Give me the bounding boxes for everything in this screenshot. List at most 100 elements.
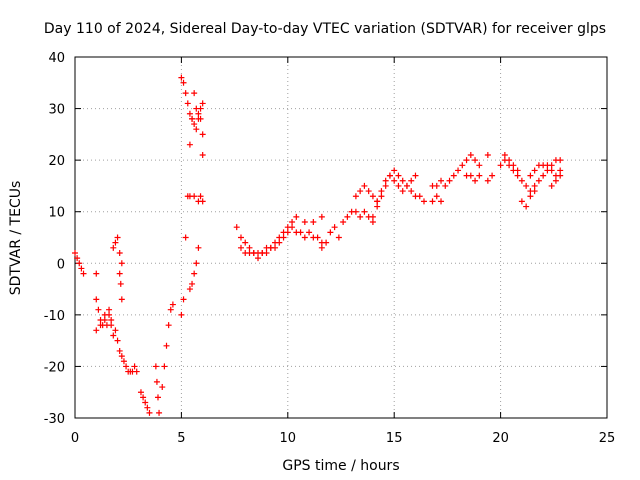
y-tick-label: 0 [57, 257, 65, 272]
data-point [352, 208, 359, 215]
data-point [259, 249, 266, 256]
data-point [369, 219, 376, 226]
data-point [74, 255, 81, 262]
data-point [199, 151, 206, 158]
data-point [535, 177, 542, 184]
data-point [297, 229, 304, 236]
data-point [352, 193, 359, 200]
data-point [514, 172, 521, 179]
data-point [510, 162, 517, 169]
data-series-segment [429, 193, 445, 205]
data-point [501, 151, 508, 158]
data-point [180, 296, 187, 303]
data-point [386, 172, 393, 179]
data-point [557, 172, 564, 179]
data-point [189, 280, 196, 287]
data-point [123, 363, 130, 370]
data-point [506, 157, 513, 164]
data-point [391, 177, 398, 184]
data-point [357, 213, 364, 220]
data-point [489, 172, 496, 179]
data-point [472, 177, 479, 184]
data-point [267, 244, 274, 251]
data-point [80, 270, 87, 277]
data-point [178, 74, 185, 81]
data-point [527, 172, 534, 179]
x-tick-label: 25 [599, 431, 616, 446]
data-point [161, 363, 168, 370]
data-point [110, 332, 117, 339]
data-point [156, 409, 163, 416]
data-point [193, 126, 200, 133]
data-point [476, 162, 483, 169]
data-point [548, 182, 555, 189]
data-point [540, 172, 547, 179]
data-point [399, 177, 406, 184]
data-point [180, 79, 187, 86]
data-point [93, 327, 100, 334]
data-point [557, 167, 564, 174]
data-point [184, 100, 191, 107]
data-series-segment [237, 219, 296, 262]
data-point [361, 182, 368, 189]
data-point [531, 167, 538, 174]
data-point [544, 162, 551, 169]
data-point [327, 229, 334, 236]
data-point [114, 234, 121, 241]
tick-labels: 0 5 10 15 20 25 -30 -20 -10 0 10 20 30 40 [44, 51, 616, 446]
x-tick-label: 10 [280, 431, 297, 446]
data-point [193, 260, 200, 267]
data-point [169, 301, 176, 308]
data-point [438, 177, 445, 184]
data-point [154, 394, 161, 401]
data-point [142, 399, 149, 406]
data-point [378, 193, 385, 200]
data-point [255, 255, 262, 262]
data-series-segment [548, 167, 564, 189]
data-point [289, 224, 296, 231]
data-point [433, 193, 440, 200]
data-series-segment [429, 151, 483, 189]
data-point [476, 172, 483, 179]
data-point [382, 177, 389, 184]
data-point [191, 193, 198, 200]
data-point [378, 188, 385, 195]
data-point [108, 317, 115, 324]
data-point [280, 229, 287, 236]
data-point [459, 162, 466, 169]
data-point [197, 105, 204, 112]
data-point [101, 311, 108, 318]
data-series-segment [93, 270, 100, 277]
data-point [233, 224, 240, 231]
data-point [199, 100, 206, 107]
data-point [335, 234, 342, 241]
data-series-segment [501, 151, 538, 210]
data-point [323, 239, 330, 246]
data-point [331, 224, 338, 231]
data-series-segment [340, 208, 376, 226]
data-point [186, 110, 193, 117]
data-point [395, 172, 402, 179]
data-point [186, 141, 193, 148]
data-point [369, 213, 376, 220]
data-series-segment [152, 363, 163, 416]
data-point [191, 270, 198, 277]
axis-ticks [74, 56, 608, 419]
plot-frame [74, 56, 608, 419]
data-series-segment [497, 157, 564, 195]
data-point [408, 188, 415, 195]
data-point [167, 306, 174, 313]
y-tick-label: 30 [48, 103, 65, 118]
data-point [144, 404, 151, 411]
data-point [152, 363, 159, 370]
data-point [272, 239, 279, 246]
data-point [120, 358, 127, 365]
x-tick-label: 20 [492, 431, 509, 446]
data-point [140, 394, 147, 401]
data-point [97, 322, 104, 329]
data-point [133, 368, 140, 375]
data-series-segment [484, 151, 491, 158]
data-point [391, 167, 398, 174]
data-point [306, 229, 313, 236]
x-tick-label: 5 [177, 431, 185, 446]
